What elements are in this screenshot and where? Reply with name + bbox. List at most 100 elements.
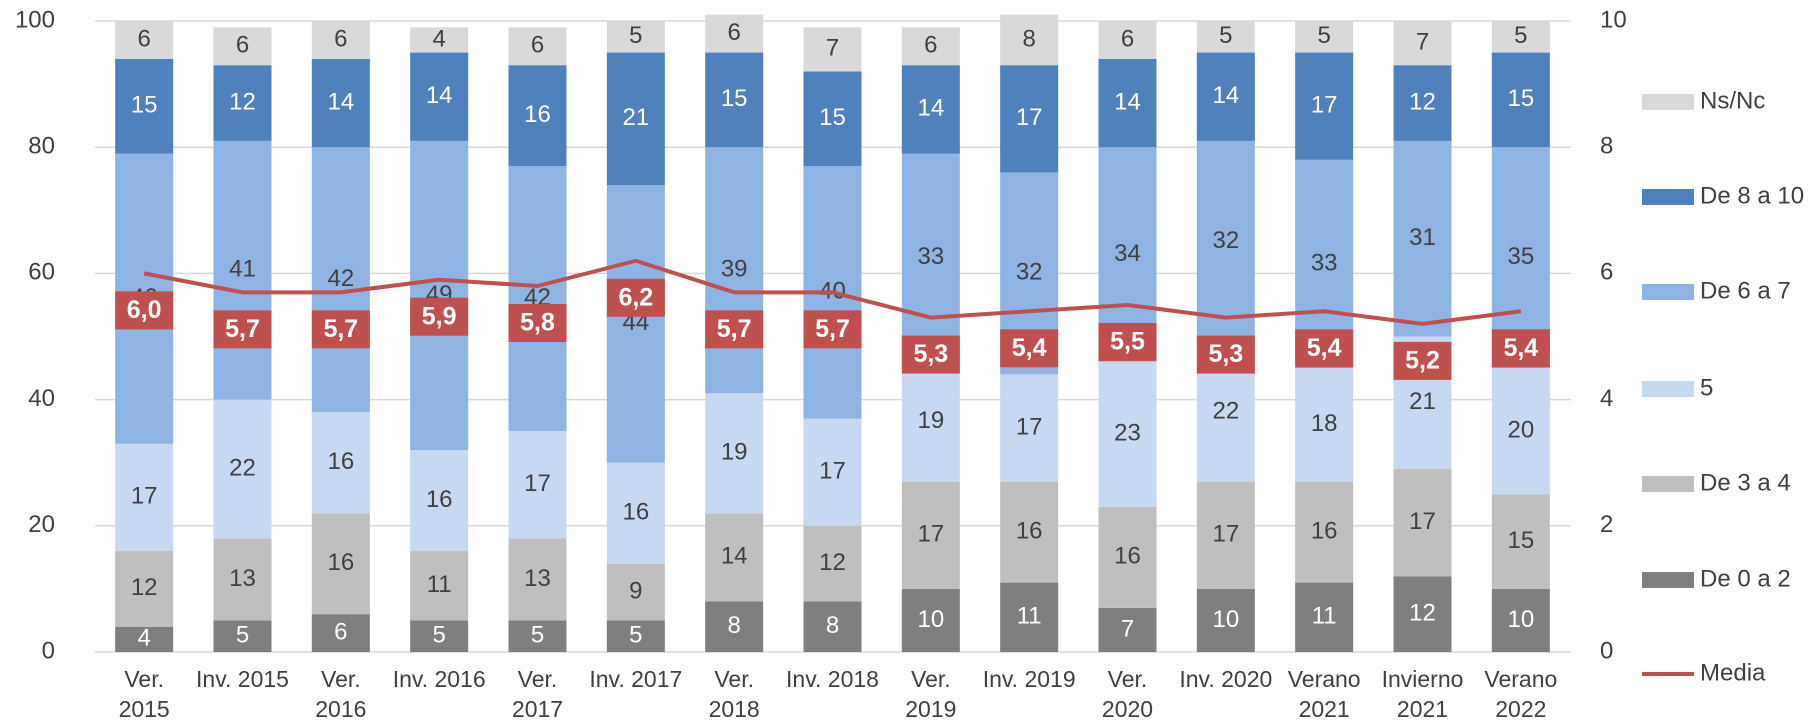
- value-label: 6,2: [618, 283, 653, 311]
- data-label: 10: [917, 606, 944, 633]
- bar-segment: [1098, 506, 1157, 608]
- data-label: 16: [426, 486, 453, 513]
- x-tick-label: Ver. 2017: [511, 666, 564, 722]
- bar-segment: [1393, 65, 1452, 141]
- x-tick-label: Ver. 2015: [118, 666, 170, 722]
- bar-segment: [705, 601, 764, 652]
- bar-segment: [901, 481, 960, 589]
- value-label-box: [410, 297, 469, 336]
- data-label: 17: [819, 458, 846, 485]
- y-tick-label: 80: [28, 133, 55, 160]
- value-label-box: [606, 278, 665, 317]
- data-label: 8: [727, 612, 740, 639]
- bar-segment: [410, 620, 469, 652]
- data-label: 5: [236, 622, 249, 649]
- data-label: 6: [334, 618, 347, 645]
- legend-swatch: [1642, 381, 1694, 397]
- x-tick-label: Inv. 2019: [982, 666, 1076, 692]
- value-label: 5,7: [717, 315, 752, 343]
- bar-segment: [213, 620, 272, 652]
- bar-segment: [705, 14, 764, 53]
- legend-swatch: [1642, 284, 1694, 300]
- legend-label: De 3 a 4: [1700, 469, 1791, 496]
- data-label: 11: [1017, 603, 1042, 630]
- bar-segment: [1000, 65, 1059, 173]
- data-label: 4: [432, 25, 445, 52]
- x-tick-label: Ver. 2018: [708, 666, 760, 722]
- value-label-box: [1000, 329, 1059, 368]
- data-label: 19: [721, 439, 748, 466]
- bar-segment: [1491, 368, 1550, 495]
- bar-segment: [311, 614, 370, 652]
- data-label: 42: [327, 265, 354, 292]
- x-tick-label: Inv. 2017: [589, 666, 683, 692]
- data-label: 21: [622, 104, 649, 131]
- data-label: 22: [229, 454, 256, 481]
- bar-segment: [508, 620, 567, 652]
- data-label: 12: [819, 549, 846, 576]
- bar-segment: [901, 588, 960, 652]
- bar-segment: [410, 140, 469, 451]
- data-label: 9: [629, 577, 642, 604]
- data-label: 14: [917, 95, 944, 122]
- bar-segment: [1491, 494, 1550, 589]
- data-label: 18: [1311, 410, 1338, 437]
- y2-tick-label: 6: [1600, 259, 1613, 286]
- value-label: 5,3: [913, 340, 948, 368]
- bar-segment: [311, 21, 370, 59]
- bar-segment: [508, 431, 567, 539]
- bar-segment: [410, 551, 469, 621]
- data-label: 32: [1212, 227, 1239, 254]
- value-label-box: [1393, 341, 1452, 380]
- bar-segment: [606, 563, 665, 621]
- bar-segment: [901, 27, 960, 66]
- data-label: 12: [1409, 599, 1436, 626]
- data-label: 6: [236, 32, 249, 59]
- bar-segment: [705, 52, 764, 148]
- value-label: 6,0: [127, 296, 162, 324]
- value-label-box: [901, 335, 960, 374]
- legend-label: De 0 a 2: [1700, 565, 1791, 592]
- data-label: 16: [1016, 517, 1043, 544]
- bar-segment: [1000, 582, 1059, 652]
- value-label: 5,7: [225, 315, 260, 343]
- data-label: 14: [426, 82, 453, 109]
- data-label: 5: [629, 22, 642, 49]
- data-label: 34: [1114, 240, 1141, 267]
- data-label: 14: [721, 543, 748, 570]
- data-label: 17: [1212, 521, 1239, 548]
- bar-segment: [606, 21, 665, 53]
- value-label: 5,4: [1503, 334, 1538, 362]
- bar-segment: [705, 147, 764, 394]
- data-label: 15: [819, 104, 846, 131]
- bar-segment: [1295, 52, 1354, 160]
- data-label: 7: [1416, 28, 1429, 55]
- value-label-box: [803, 310, 862, 349]
- bar-segment: [803, 525, 862, 602]
- bar-segment: [1196, 21, 1255, 53]
- x-tick-label: Verano 2021: [1287, 666, 1361, 722]
- bar-segment: [410, 52, 469, 141]
- bar-segment: [508, 538, 567, 621]
- data-label: 17: [131, 483, 158, 510]
- bar-segment: [1491, 588, 1550, 652]
- value-label-box: [213, 310, 272, 349]
- y-tick-label: 0: [42, 637, 55, 664]
- bar-segment: [1393, 469, 1452, 577]
- legend-swatch: [1642, 572, 1694, 588]
- bar-segment: [1393, 576, 1452, 652]
- legend-label: De 8 a 10: [1700, 182, 1804, 209]
- data-label: 6: [531, 32, 544, 59]
- x-tick-label: Inv. 2018: [786, 666, 879, 692]
- value-label-box: [115, 291, 174, 330]
- bar-segment: [508, 27, 567, 66]
- value-label-box: [705, 310, 764, 349]
- bar-segment: [1196, 52, 1255, 141]
- bar-segment: [115, 626, 174, 652]
- x-tick-label: Invierno 2021: [1381, 666, 1464, 722]
- bar-segment: [213, 65, 272, 141]
- data-label: 5: [531, 622, 544, 649]
- data-label: 12: [131, 574, 158, 601]
- bar-segment: [1491, 21, 1550, 53]
